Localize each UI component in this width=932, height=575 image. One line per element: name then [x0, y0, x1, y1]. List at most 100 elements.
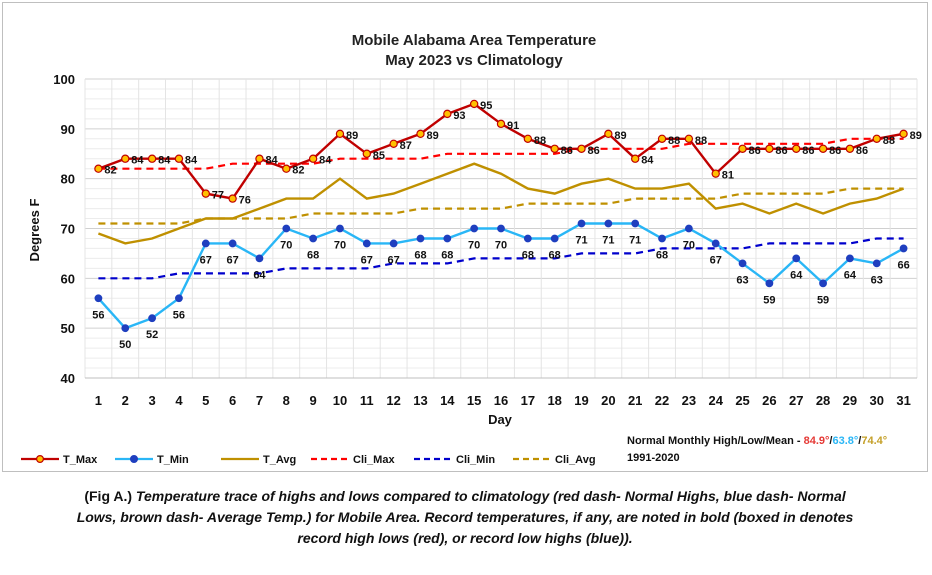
tmin-data-label: 59 — [763, 294, 775, 306]
tmin-data-label: 70 — [495, 240, 507, 252]
tmax-data-label: 86 — [775, 145, 787, 157]
tmax-data-label: 84 — [185, 155, 198, 167]
tmax-data-label: 86 — [588, 145, 600, 157]
tmin-data-label: 63 — [736, 274, 748, 286]
tmax-point — [872, 134, 881, 143]
caption-fig-label: (Fig A.) — [84, 488, 133, 504]
tmax-data-label: 93 — [453, 110, 465, 122]
legend-label: Cli_Avg — [555, 454, 596, 466]
tmin-point — [148, 314, 156, 323]
x-tick-label: 5 — [202, 393, 209, 408]
tmax-point — [308, 154, 318, 163]
tmin-point — [765, 279, 774, 288]
x-tick-label: 12 — [386, 393, 400, 408]
legend-label: T_Min — [157, 454, 189, 466]
x-tick-label: 20 — [601, 393, 615, 408]
tmin-data-label: 68 — [307, 249, 319, 261]
tmax-data-label: 88 — [668, 135, 680, 147]
tmin-point — [121, 324, 130, 333]
tmin-data-label: 67 — [226, 254, 238, 266]
y-tick-label: 60 — [61, 271, 75, 286]
tmax-data-label: 84 — [265, 155, 278, 167]
tmax-data-label: 86 — [802, 145, 814, 157]
normal-min-value: 63.8° — [832, 435, 859, 447]
y-tick-label: 80 — [61, 172, 75, 187]
tmin-data-label: 59 — [817, 294, 829, 306]
temperature-chart: Mobile Alabama Area Temperature May 2023… — [21, 32, 922, 466]
y-tick-label: 70 — [61, 222, 75, 237]
tmax-data-label: 86 — [856, 145, 868, 157]
y-axis-title: Degrees F — [27, 199, 42, 262]
tmin-point — [336, 224, 344, 233]
tmax-data-label: 86 — [829, 145, 841, 157]
tmax-data-label: 81 — [722, 170, 734, 182]
x-tick-label: 10 — [333, 393, 347, 408]
x-tick-label: 1 — [95, 393, 102, 408]
tmin-data-label: 70 — [468, 240, 480, 252]
tmax-point — [684, 134, 694, 143]
tmin-point — [362, 239, 371, 248]
normals-period: 1991-2020 — [627, 452, 680, 464]
tmin-data-label: 50 — [119, 339, 131, 351]
x-tick-label: 11 — [360, 393, 374, 408]
tmin-point — [899, 244, 908, 253]
tmax-point — [147, 154, 157, 163]
tmin-point — [228, 239, 237, 248]
x-tick-label: 22 — [655, 393, 669, 408]
tmax-data-label: 88 — [534, 135, 546, 147]
tmin-point — [94, 294, 103, 303]
x-axis-title: Day — [488, 412, 513, 427]
x-tick-label: 7 — [256, 393, 263, 408]
tmax-point — [228, 194, 237, 203]
tmin-point — [416, 234, 425, 243]
tmax-data-label: 89 — [910, 130, 922, 142]
series-line-cli-min — [98, 237, 904, 280]
tmax-point — [792, 144, 801, 153]
series-layer — [94, 99, 908, 333]
series-line-t-avg — [97, 162, 905, 245]
x-tick-label: 6 — [229, 393, 236, 408]
tmin-point — [309, 234, 318, 243]
tmax-point — [523, 134, 533, 143]
tmin-data-label: 70 — [683, 240, 695, 252]
y-tick-label: 90 — [61, 122, 75, 137]
x-tick-label: 29 — [843, 393, 857, 408]
tmax-data-label: 82 — [104, 165, 116, 177]
chart-title: Mobile Alabama Area Temperature — [352, 32, 597, 49]
tmax-point — [362, 149, 372, 158]
data-label-layer: 82 84 84 84 77 76 84 82 84 89 85 87 89 93 95 91 88 86 86 89… — [92, 100, 922, 351]
tmin-data-label: 67 — [710, 254, 722, 266]
x-tick-label: 25 — [735, 393, 749, 408]
x-tick-label: 9 — [310, 393, 317, 408]
tmax-point — [738, 144, 747, 153]
x-tick-label: 23 — [682, 393, 696, 408]
tmax-point — [469, 99, 479, 109]
legend-label: Cli_Max — [353, 454, 395, 466]
tmax-point — [899, 129, 908, 139]
tmax-data-label: 85 — [373, 150, 385, 162]
tmin-data-label: 63 — [871, 274, 883, 286]
tmin-data-label: 68 — [549, 249, 561, 261]
normal-avg-value: 74.4° — [861, 435, 888, 447]
tmin-point — [819, 279, 827, 288]
tmax-data-label: 76 — [239, 195, 251, 207]
tmax-data-label: 88 — [695, 135, 707, 147]
tmin-point — [846, 254, 854, 263]
tmax-data-label: 84 — [641, 155, 654, 167]
tmax-point — [818, 144, 828, 153]
tmax-data-label: 89 — [346, 130, 358, 142]
tmin-point — [631, 219, 640, 228]
tmin-point — [658, 234, 666, 243]
tmin-data-label: 64 — [253, 269, 266, 281]
tmin-point — [282, 224, 291, 233]
x-tick-label: 4 — [175, 393, 183, 408]
tmin-point — [577, 219, 586, 228]
tmax-data-label: 86 — [749, 145, 761, 157]
tmax-point — [416, 129, 425, 139]
tmax-data-label: 87 — [400, 140, 412, 152]
tmin-point — [792, 254, 801, 263]
normals-sep1: / — [829, 435, 833, 447]
tmin-point — [550, 234, 559, 243]
tmax-point — [389, 139, 398, 148]
